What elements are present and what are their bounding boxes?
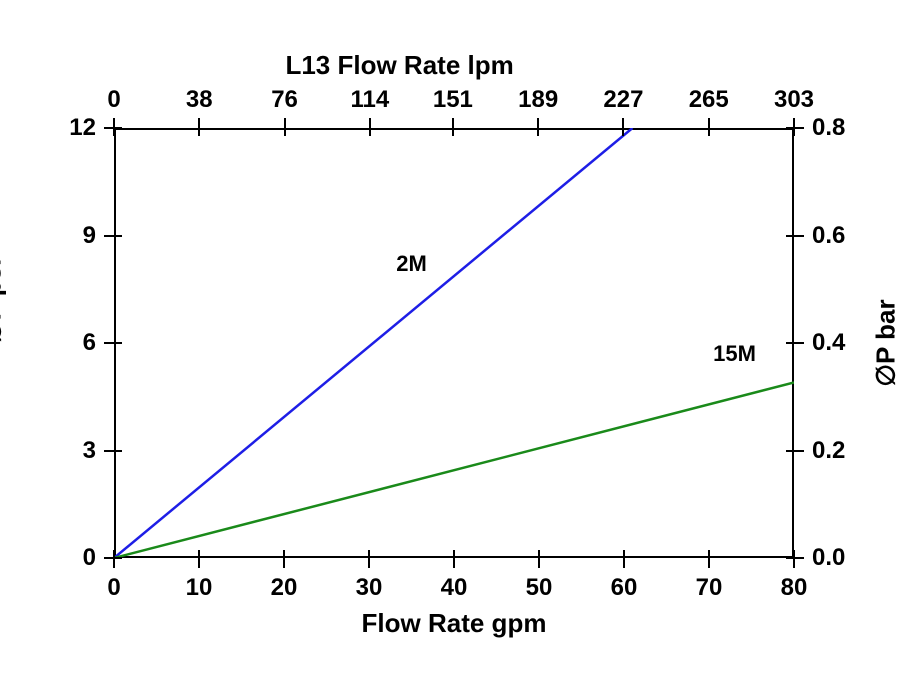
x-top-tick: [537, 118, 539, 128]
y-left-tick-label: 0: [83, 544, 96, 572]
x-top-inner-tick: [708, 128, 710, 136]
y-left-tick: [104, 557, 114, 559]
y-right-tick: [794, 127, 804, 129]
x-bottom-tick-label: 80: [781, 574, 808, 602]
y-left-inner-tick: [114, 342, 122, 344]
x-bottom-tick-label: 40: [441, 574, 468, 602]
y-left-tick: [104, 235, 114, 237]
x-bottom-tick-label: 0: [107, 574, 120, 602]
x-top-tick: [284, 118, 286, 128]
x-top-tick-label: 265: [689, 86, 729, 114]
series-line-15M: [114, 382, 794, 558]
top-axis-title: L13 Flow Rate lpm: [285, 50, 513, 81]
y-left-tick-label: 3: [83, 437, 96, 465]
x-bottom-tick: [793, 558, 795, 568]
y-right-tick: [794, 557, 804, 559]
x-bottom-inner-tick: [368, 550, 370, 558]
x-top-inner-tick: [284, 128, 286, 136]
x-bottom-inner-tick: [708, 550, 710, 558]
x-top-tick-label: 151: [433, 86, 473, 114]
x-top-inner-tick: [113, 128, 115, 136]
x-top-inner-tick: [793, 128, 795, 136]
series-line-2M: [114, 128, 633, 558]
y-left-tick: [104, 342, 114, 344]
x-bottom-tick: [453, 558, 455, 568]
x-top-inner-tick: [622, 128, 624, 136]
x-top-tick: [708, 118, 710, 128]
x-top-tick-label: 76: [271, 86, 298, 114]
y-left-tick: [104, 127, 114, 129]
y-right-tick-label: 0.8: [812, 114, 845, 142]
x-bottom-tick: [538, 558, 540, 568]
x-bottom-tick: [198, 558, 200, 568]
x-bottom-tick-label: 60: [611, 574, 638, 602]
y-right-tick-label: 0.2: [812, 437, 845, 465]
x-top-tick-label: 189: [518, 86, 558, 114]
x-bottom-tick: [113, 558, 115, 568]
y-right-tick: [794, 450, 804, 452]
y-left-tick-label: 12: [69, 114, 96, 142]
y-right-inner-tick: [786, 450, 794, 452]
x-bottom-tick: [368, 558, 370, 568]
y-right-tick: [794, 342, 804, 344]
bottom-axis-title: Flow Rate gpm: [362, 608, 547, 639]
x-bottom-tick-label: 50: [526, 574, 553, 602]
x-top-inner-tick: [452, 128, 454, 136]
x-bottom-tick-label: 20: [271, 574, 298, 602]
x-top-inner-tick: [369, 128, 371, 136]
x-top-tick: [622, 118, 624, 128]
y-left-tick-label: 9: [83, 222, 96, 250]
y-left-tick: [104, 450, 114, 452]
x-bottom-inner-tick: [623, 550, 625, 558]
x-bottom-tick: [283, 558, 285, 568]
series-label-15M: 15M: [713, 341, 756, 367]
x-top-tick-label: 0: [107, 86, 120, 114]
right-axis-title: ∅P bar: [871, 299, 902, 386]
x-top-inner-tick: [198, 128, 200, 136]
y-right-inner-tick: [786, 342, 794, 344]
y-right-tick: [794, 235, 804, 237]
y-left-tick-label: 6: [83, 329, 96, 357]
x-top-tick-label: 303: [774, 86, 814, 114]
x-top-tick-label: 114: [350, 86, 389, 114]
y-right-tick-label: 0.0: [812, 544, 845, 572]
y-right-inner-tick: [786, 127, 794, 129]
y-left-inner-tick: [114, 235, 122, 237]
x-bottom-tick-label: 70: [696, 574, 723, 602]
x-bottom-inner-tick: [198, 550, 200, 558]
x-bottom-inner-tick: [283, 550, 285, 558]
y-left-inner-tick: [114, 557, 122, 559]
x-bottom-tick: [623, 558, 625, 568]
x-top-tick: [198, 118, 200, 128]
series-label-2M: 2M: [396, 251, 427, 277]
y-left-inner-tick: [114, 450, 122, 452]
y-right-tick-label: 0.4: [812, 329, 845, 357]
y-left-inner-tick: [114, 127, 122, 129]
x-top-inner-tick: [537, 128, 539, 136]
x-top-tick: [452, 118, 454, 128]
x-bottom-tick-label: 10: [186, 574, 213, 602]
x-top-tick: [369, 118, 371, 128]
y-right-inner-tick: [786, 557, 794, 559]
chart-container: L13 Flow Rate lpm Flow Rate gpm ∅P psi ∅…: [0, 0, 914, 678]
x-top-tick-label: 227: [603, 86, 643, 114]
x-top-tick-label: 38: [186, 86, 213, 114]
left-axis-title: ∅P psi: [0, 259, 7, 343]
x-bottom-inner-tick: [453, 550, 455, 558]
x-bottom-tick-label: 30: [356, 574, 383, 602]
y-right-tick-label: 0.6: [812, 222, 845, 250]
x-bottom-tick: [708, 558, 710, 568]
y-right-inner-tick: [786, 235, 794, 237]
x-bottom-inner-tick: [538, 550, 540, 558]
